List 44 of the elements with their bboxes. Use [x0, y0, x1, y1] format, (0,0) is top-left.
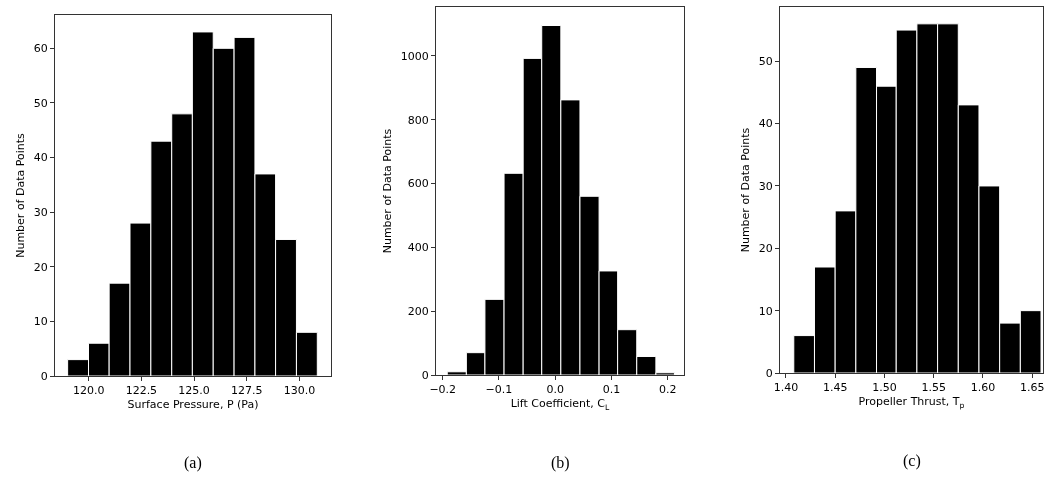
x-axis-title: Lift Coefficient, C$_{L}$ [510, 397, 611, 412]
text: (c) [903, 452, 921, 470]
y-axis-title: Number of Data Points [381, 128, 395, 254]
text: (a) [184, 454, 202, 472]
x-tick-label: 122.5 [125, 384, 158, 398]
y-tick-label: 0 [421, 368, 429, 382]
y-tick-label: 30 [33, 206, 48, 220]
y-tick-label: 600 [407, 177, 429, 191]
y-tick-label: 20 [758, 242, 773, 256]
x-tick-label: −0.1 [485, 383, 513, 397]
y-tick-label: 30 [758, 179, 773, 193]
y-tick-label: 40 [33, 151, 48, 165]
x-tick-label: 1.55 [921, 381, 946, 395]
text: (b) [551, 454, 570, 472]
y-tick-label: 0 [40, 369, 48, 383]
x-axis-title: Surface Pressure, P (Pa) [127, 398, 259, 412]
x-tick-label: 1.65 [1019, 381, 1045, 395]
x-tick-label: 1.50 [872, 381, 897, 395]
y-axis-title: Number of Data Points [739, 127, 753, 253]
x-tick-label: 125.0 [178, 384, 210, 398]
x-tick-label: 0.0 [546, 383, 564, 397]
x-tick-label: 0.1 [602, 383, 621, 397]
y-tick-label: 200 [407, 305, 429, 319]
y-tick-label: 400 [407, 241, 429, 255]
y-tick-label: 50 [758, 55, 773, 69]
y-tick-label: 60 [33, 42, 48, 56]
x-tick-label: 1.45 [822, 381, 848, 395]
x-tick-label: −0.2 [429, 383, 457, 397]
y-tick-label: 50 [33, 96, 48, 110]
x-tick-label: 1.40 [773, 381, 799, 395]
y-axis-title: Number of Data Points [14, 132, 28, 258]
x-tick-label: 1.60 [970, 381, 996, 395]
y-tick-label: 1000 [400, 49, 429, 63]
y-tick-label: 10 [33, 315, 48, 329]
y-tick-label: 20 [33, 260, 48, 274]
x-tick-label: 120.0 [72, 384, 105, 398]
x-tick-label: 130.0 [283, 384, 316, 398]
x-axis-title: Propeller Thrust, T$_{p}$ [858, 395, 965, 410]
y-tick-label: 800 [407, 113, 429, 127]
y-tick-label: 10 [758, 304, 773, 318]
x-tick-label: 0.2 [658, 383, 677, 397]
y-tick-label: 40 [758, 117, 773, 131]
y-tick-label: 0 [765, 366, 773, 380]
x-tick-label: 127.5 [230, 384, 263, 398]
